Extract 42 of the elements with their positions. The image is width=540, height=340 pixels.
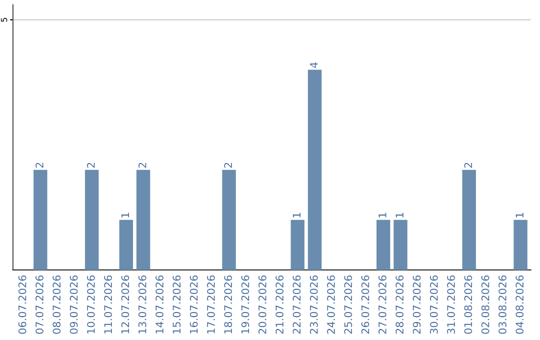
x-tick-label: 09.07.2026 xyxy=(70,275,78,334)
data-label: 2 xyxy=(138,162,146,168)
x-tick-label: 03.08.2026 xyxy=(498,275,506,334)
x-tick-label: 02.08.2026 xyxy=(481,275,490,334)
x-tick-label: 24.07.2026 xyxy=(327,275,335,334)
x-tick-label: 19.07.2026 xyxy=(241,275,250,334)
data-label: 2 xyxy=(224,162,232,168)
data-label: 4 xyxy=(310,62,318,68)
x-tick-label: 21.07.2026 xyxy=(276,275,284,334)
x-tick-label: 25.07.2026 xyxy=(344,275,352,334)
data-label: 1 xyxy=(516,212,524,218)
y-tick-label: 5 xyxy=(0,18,8,22)
x-tick-label: 31.07.2026 xyxy=(447,275,455,334)
x-tick-label: 26.07.2026 xyxy=(361,275,370,334)
data-label: 2 xyxy=(36,162,44,168)
x-tick-label: 08.07.2026 xyxy=(52,275,61,334)
x-tick-label: 22.07.2026 xyxy=(292,275,301,334)
x-tick-label: 17.07.2026 xyxy=(207,275,215,334)
data-label: 1 xyxy=(396,212,404,218)
x-tick-label: 30.07.2026 xyxy=(430,275,438,334)
x-tick-label: 18.07.2026 xyxy=(224,275,232,334)
x-tick-label: 16.07.2026 xyxy=(190,275,198,334)
x-tick-label: 11.07.2026 xyxy=(104,275,112,334)
data-label: 2 xyxy=(86,162,95,168)
x-tick-label: 29.07.2026 xyxy=(412,275,421,334)
data-label: 1 xyxy=(121,212,130,218)
x-tick-label: 28.07.2026 xyxy=(396,275,404,334)
x-tick-label: 06.07.2026 xyxy=(18,275,26,334)
x-tick-label: 14.07.2026 xyxy=(156,275,164,334)
x-tick-label: 01.08.2026 xyxy=(464,275,472,334)
x-tick-label: 27.07.2026 xyxy=(378,275,386,334)
x-tick-label: 12.07.2026 xyxy=(121,275,130,334)
x-tick-label: 20.07.2026 xyxy=(258,275,266,334)
x-tick-label: 23.07.2026 xyxy=(310,275,318,334)
data-label: 1 xyxy=(292,212,300,218)
x-tick-label: 13.07.2026 xyxy=(138,275,146,334)
x-tick-label: 15.07.2026 xyxy=(172,275,181,334)
x-tick-label: 07.07.2026 xyxy=(36,275,44,334)
data-label: 2 xyxy=(464,162,472,168)
x-tick-label: 10.07.2026 xyxy=(86,275,95,334)
x-tick-label: 04.08.2026 xyxy=(516,275,524,334)
data-label: 1 xyxy=(378,212,386,218)
